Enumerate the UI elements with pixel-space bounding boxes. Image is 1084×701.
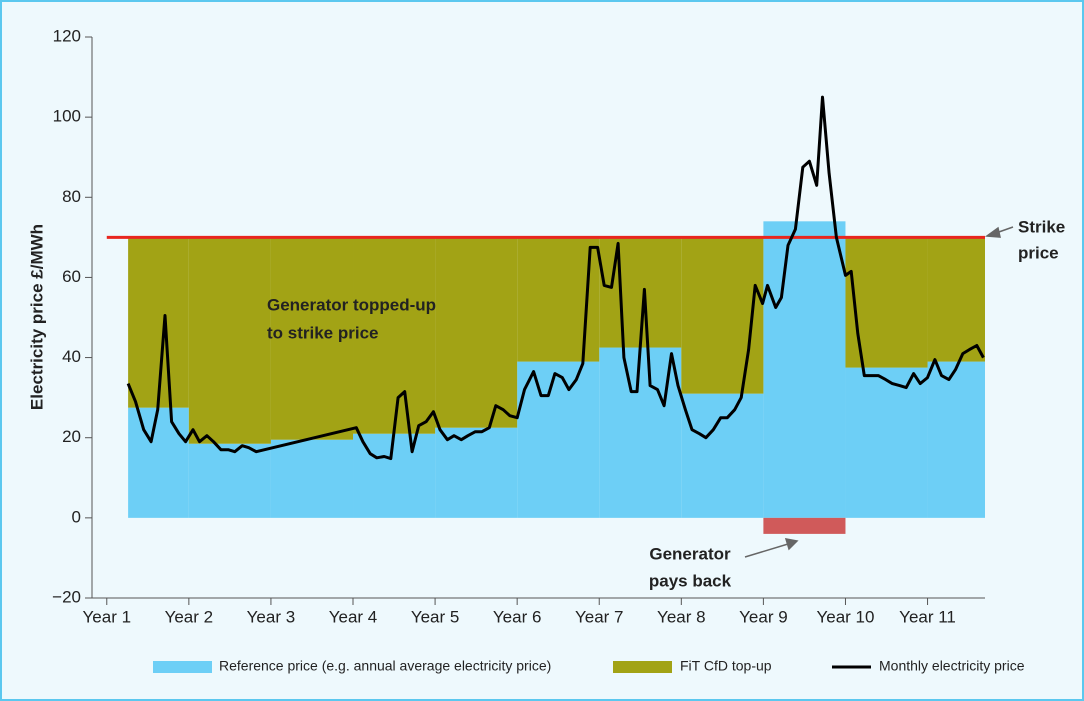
legend-label: FiT CfD top-up: [680, 658, 772, 674]
x-tick-label: Year 8: [657, 607, 706, 626]
reference-bar: [270, 439, 354, 518]
legend-label: Reference price (e.g. annual average ele…: [219, 658, 551, 674]
arrow-head: [984, 226, 1001, 238]
y-axis-label: Electricity price £/MWh: [27, 224, 46, 410]
x-tick-label: Year 9: [739, 607, 788, 626]
reference-bar: [681, 393, 764, 518]
annotation: Strike: [1018, 217, 1065, 236]
annotation: Generator topped-up: [267, 295, 436, 314]
top-up-bar: [270, 237, 354, 440]
annotation: to strike price: [267, 323, 379, 342]
y-tick-label: 60: [62, 267, 81, 286]
x-tick-label: Year 1: [83, 607, 132, 626]
arrows: [744, 226, 1014, 558]
arrow-head: [784, 538, 799, 551]
top-up-bar: [845, 237, 928, 368]
legend-swatch: [153, 661, 212, 673]
y-tick-label: 40: [62, 347, 81, 366]
monthly-price-line: [126, 95, 985, 461]
x-tick-label: Year 6: [493, 607, 542, 626]
y-tick-label: 120: [53, 26, 81, 45]
pay-back-bar: [763, 517, 846, 534]
y-tick-label: 20: [62, 427, 81, 446]
y-tick-label: 80: [62, 187, 81, 206]
x-tick-label: Year 3: [247, 607, 296, 626]
top-up-bar: [188, 237, 271, 444]
reference-bar: [128, 407, 189, 518]
annotation: pays back: [649, 571, 732, 590]
top-up-bar: [128, 237, 189, 408]
legend: Reference price (e.g. annual average ele…: [153, 658, 1025, 674]
reference-bar: [927, 361, 985, 518]
arrow: [744, 543, 789, 558]
legend-swatch: [613, 661, 672, 673]
x-tick-label: Year 5: [411, 607, 460, 626]
reference-bar: [435, 427, 518, 518]
x-tick-label: Year 10: [816, 607, 874, 626]
annotation: price: [1018, 243, 1059, 262]
top-up-bar: [353, 237, 436, 434]
top-up-bar: [435, 237, 518, 428]
y-tick-label: 100: [53, 107, 81, 126]
y-tick-label: −20: [52, 587, 81, 606]
legend-label: Monthly electricity price: [879, 658, 1025, 674]
x-tick-label: Year 7: [575, 607, 624, 626]
reference-bar: [763, 221, 846, 518]
top-up-bar: [927, 237, 985, 362]
y-tick-label: 0: [72, 507, 81, 526]
annotation: Generator: [649, 544, 731, 563]
reference-bar: [845, 367, 928, 518]
plot-area: −20 0 20 40 60 80 100 120 Year 1 Year 2 Year 3 Year…: [52, 26, 985, 626]
x-tick-label: Year 4: [329, 607, 378, 626]
top-up-bar: [681, 237, 764, 394]
reference-bar: [188, 443, 271, 518]
reference-bar: [517, 361, 600, 518]
x-tick-label: Year 2: [165, 607, 214, 626]
x-tick-label: Year 11: [899, 607, 956, 626]
